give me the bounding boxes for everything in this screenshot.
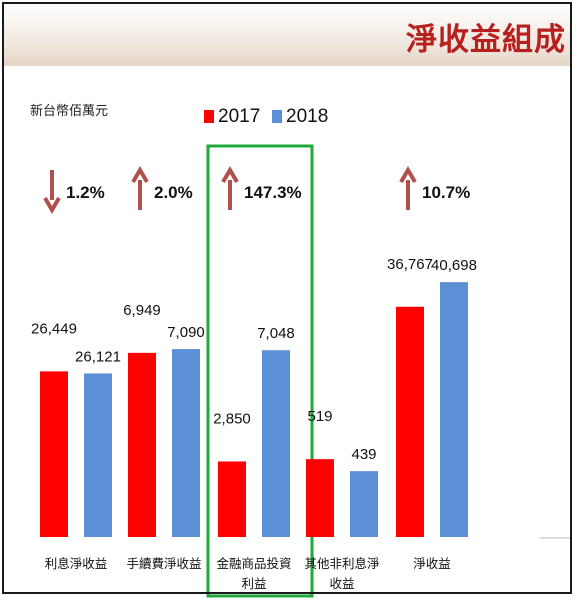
category-label-1-0: 手續費淨收益 (126, 556, 201, 571)
category-label-3-0: 其他非利息淨 (304, 556, 379, 571)
change-label-0: 1.2% (66, 183, 105, 202)
bar-2017-2 (218, 461, 246, 537)
bar-2018-0 (84, 373, 112, 537)
value-label-2018-4: 40,698 (431, 257, 477, 274)
value-label-2017-1: 6,949 (123, 302, 161, 319)
value-label-2017-0: 26,449 (31, 320, 77, 337)
bar-2018-4 (440, 282, 468, 537)
change-label-2: 147.3% (244, 183, 302, 202)
legend-label-2018: 2018 (286, 106, 329, 127)
category-label-0-0: 利息淨收益 (45, 556, 108, 571)
value-label-2018-2: 7,048 (257, 325, 295, 342)
value-label-2017-4: 36,767 (387, 256, 433, 273)
value-label-2017-3: 519 (307, 408, 332, 425)
arrow-down-icon-0 (43, 196, 61, 214)
arrow-up-icon-4 (399, 166, 417, 184)
category-label-2-1: 利益 (241, 576, 266, 591)
unit-label: 新台幣佰萬元 (30, 104, 109, 119)
highlight-box (206, 144, 314, 598)
legend-swatch-2017 (204, 110, 214, 123)
slide-frame (2, 2, 572, 594)
category-label-4-0: 淨收益 (413, 556, 451, 571)
arrow-up-icon-2 (221, 166, 239, 184)
bar-2017-3 (306, 459, 334, 537)
legend-swatch-2018 (272, 110, 282, 123)
bar-2017-1 (128, 352, 156, 537)
slide-title: 淨收益組成 (406, 22, 566, 58)
title-band (4, 4, 570, 66)
category-label-2-0: 金融商品投資 (216, 556, 291, 571)
value-label-2018-0: 26,121 (75, 348, 121, 365)
bar-2018-3 (350, 471, 378, 537)
change-label-1: 2.0% (154, 183, 193, 202)
value-label-2017-2: 2,850 (213, 410, 251, 427)
bar-2018-2 (262, 350, 290, 537)
value-label-2018-1: 7,090 (167, 324, 205, 341)
change-label-4: 10.7% (422, 183, 470, 202)
bar-2018-1 (172, 349, 200, 537)
legend-label-2017: 2017 (218, 106, 261, 127)
bar-2017-0 (40, 371, 68, 537)
value-label-2018-3: 439 (351, 446, 376, 463)
arrow-up-icon-1 (131, 166, 149, 184)
category-label-3-1: 收益 (329, 576, 354, 591)
bar-2017-4 (396, 306, 424, 537)
